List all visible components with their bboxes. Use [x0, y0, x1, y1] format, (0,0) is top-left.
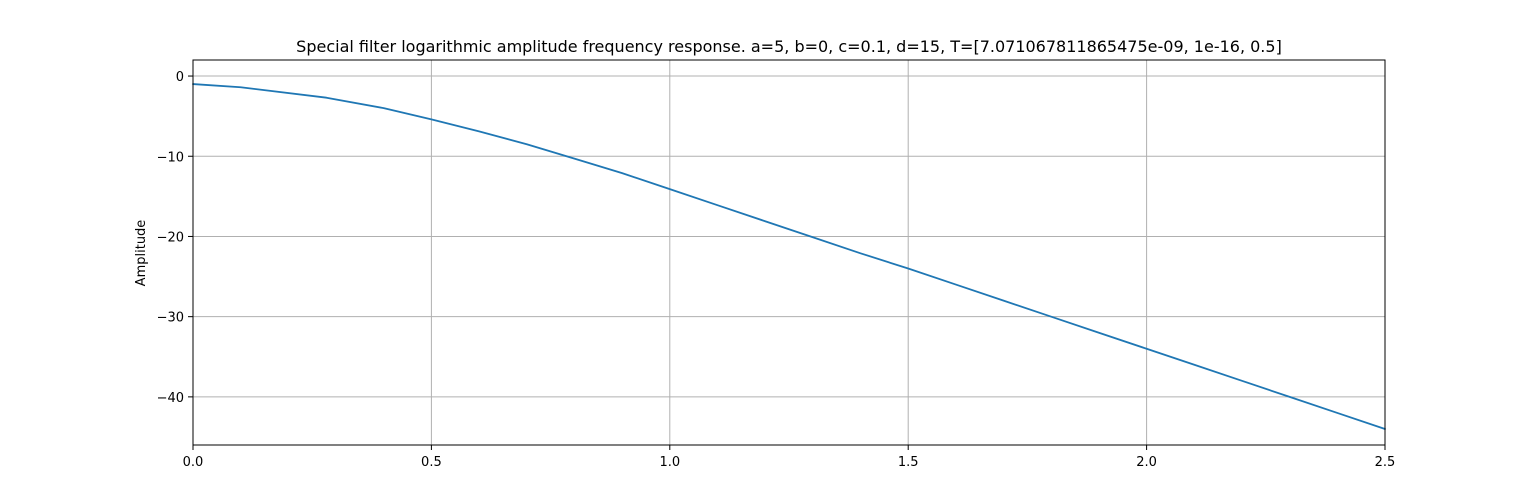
plot-frame — [193, 60, 1385, 445]
x-tick-label: 2.5 — [1375, 455, 1396, 470]
y-axis-label: Amplitude — [134, 220, 149, 287]
series-layer — [193, 84, 1385, 429]
x-tick-label: 0.5 — [421, 455, 442, 470]
y-tick-label: −20 — [157, 230, 184, 245]
chart-title: Special filter logarithmic amplitude fre… — [296, 37, 1282, 56]
y-tick-label: −10 — [157, 150, 184, 165]
grid — [193, 60, 1385, 445]
x-tick-label: 2.0 — [1136, 455, 1157, 470]
y-tick-label: −40 — [157, 391, 184, 406]
y-tick-label: 0 — [176, 70, 184, 85]
series-line-amplitude — [193, 84, 1385, 429]
y-tick-label: −30 — [157, 311, 184, 326]
x-tick-label: 1.0 — [659, 455, 680, 470]
x-tick-label: 1.5 — [898, 455, 919, 470]
ticks: 0.0 0.5 1.0 1.5 2.0 2.5 0 −10 −20 −30 −40 — [157, 70, 1396, 470]
x-tick-label: 0.0 — [183, 455, 204, 470]
